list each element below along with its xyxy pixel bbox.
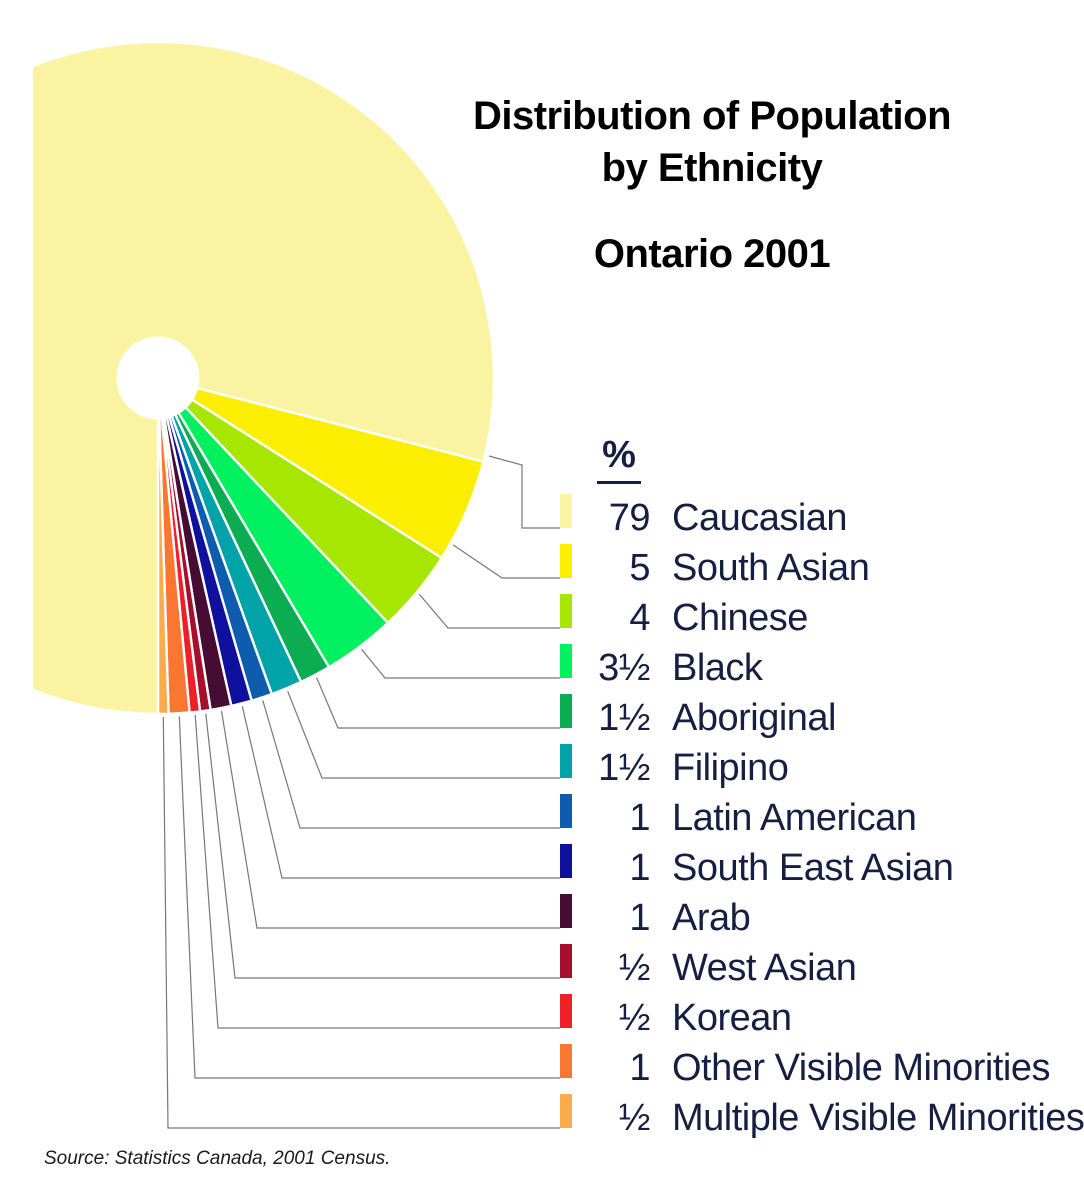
leader-line-arab: [220, 710, 560, 929]
legend-label-korean: Korean: [672, 997, 792, 1039]
source-note: Source: Statistics Canada, 2001 Census.: [44, 1148, 391, 1169]
chart-title-line2: by Ethnicity: [601, 146, 823, 190]
legend-pct-caucasian: 79: [608, 497, 651, 539]
chart-title: Distribution of Population by Ethnicity: [422, 90, 1002, 194]
leader-line-caucasian: [488, 455, 560, 529]
legend-label-black: Black: [672, 647, 763, 689]
leader-line-filipino: [287, 690, 560, 779]
legend-swatch-south-asian: [560, 544, 572, 578]
legend-pct-korean: ½: [618, 997, 651, 1039]
chart-subtitle: Ontario 2001: [593, 232, 831, 276]
legend-swatch-south-east-asian: [560, 844, 572, 878]
legend-pct-filipino: 1½: [598, 747, 650, 789]
legend-label-other-visible-minorities: Other Visible Minorities: [672, 1047, 1051, 1089]
legend-label-arab: Arab: [672, 897, 751, 939]
legend-swatch-korean: [560, 994, 572, 1028]
legend-swatch-latin-american: [560, 794, 572, 828]
leader-line-korean: [194, 714, 560, 1029]
legend-pct-chinese: 4: [629, 597, 650, 639]
leader-line-black: [361, 648, 560, 679]
chart-title-line1: Distribution of Population: [472, 94, 952, 138]
legend-swatch-west-asian: [560, 944, 572, 978]
legend-label-filipino: Filipino: [672, 747, 789, 789]
legend-swatch-black: [560, 644, 572, 678]
leader-line-latin-american: [262, 700, 560, 829]
legend-label-chinese: Chinese: [672, 597, 808, 639]
legend-swatch-chinese: [560, 594, 572, 628]
leader-line-multiple-visible-minorities: [162, 716, 560, 1129]
legend-label-multiple-visible-minorities: Multiple Visible Minorities: [672, 1097, 1084, 1139]
legend-pct-latin-american: 1: [629, 797, 650, 839]
legend-pct-arab: 1: [629, 897, 650, 939]
legend-label-south-east-asian: South East Asian: [672, 847, 954, 889]
leader-line-south-east-asian: [241, 706, 560, 879]
legend-label-caucasian: Caucasian: [672, 497, 848, 539]
leader-lines-group: [162, 455, 560, 1129]
legend-pct-aboriginal: 1½: [598, 697, 650, 739]
pie-slices-group: [33, 40, 496, 716]
legend-pct-multiple-visible-minorities: ½: [618, 1097, 651, 1139]
leader-line-south-asian: [452, 544, 560, 579]
legend-pct-south-asian: 5: [629, 547, 650, 589]
legend-label-latin-american: Latin American: [672, 797, 917, 839]
legend-swatch-caucasian: [560, 494, 572, 528]
legend-pct-black: 3½: [598, 647, 650, 689]
legend-label-south-asian: South Asian: [672, 547, 870, 589]
legend-pct-south-east-asian: 1: [629, 847, 650, 889]
leader-line-other-visible-minorities: [178, 716, 560, 1079]
legend-label-aboriginal: Aboriginal: [672, 697, 837, 739]
legend-swatch-multiple-visible-minorities: [560, 1094, 572, 1128]
legend-pct-other-visible-minorities: 1: [629, 1047, 650, 1089]
legend-swatch-other-visible-minorities: [560, 1044, 572, 1078]
leader-line-chinese: [418, 593, 560, 629]
percent-column-header: %: [597, 434, 641, 484]
legend-label-west-asian: West Asian: [672, 947, 857, 989]
legend-swatch-arab: [560, 894, 572, 928]
legend-swatch-aboriginal: [560, 694, 572, 728]
legend-swatch-filipino: [560, 744, 572, 778]
leader-line-west-asian: [205, 713, 560, 979]
legend-pct-west-asian: ½: [618, 947, 651, 989]
pie-slice-caucasian: [33, 40, 496, 716]
leader-line-aboriginal: [316, 677, 560, 729]
donut-hole: [116, 336, 200, 420]
